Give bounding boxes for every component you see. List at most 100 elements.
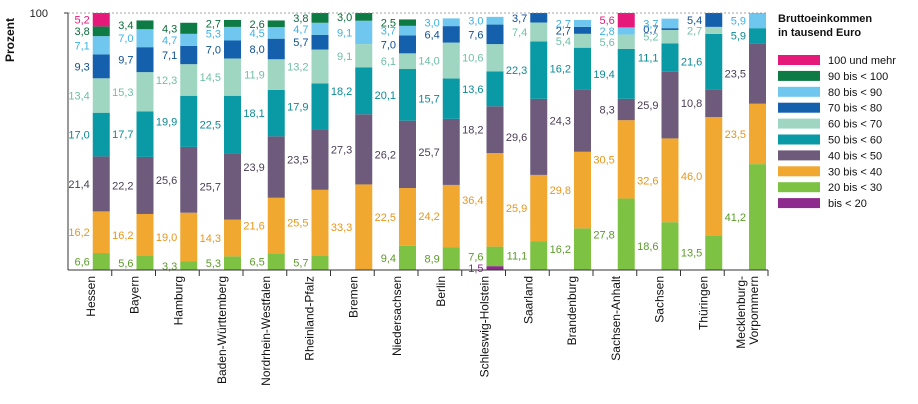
data-label: 20,1	[375, 90, 396, 102]
data-label: 27,8	[593, 229, 614, 241]
data-label: 2,7	[556, 25, 571, 37]
data-label: 2,8	[599, 26, 614, 38]
bar-segment	[530, 22, 548, 42]
y-axis-label: Prozent	[3, 18, 17, 62]
legend-swatch	[778, 166, 820, 177]
bar-segment	[530, 174, 548, 242]
bar-segment	[92, 253, 110, 270]
data-label: 4,3	[162, 23, 177, 35]
data-label: 13,2	[287, 61, 308, 73]
data-label: 1,5	[468, 263, 483, 275]
bar-segment	[267, 197, 285, 254]
data-label: 11,1	[638, 53, 659, 65]
legend-swatch	[778, 102, 820, 113]
data-label: 25,9	[637, 100, 658, 112]
data-label: 3,7	[381, 26, 396, 38]
data-label: 32,6	[637, 175, 658, 187]
bar-segment	[749, 103, 766, 165]
data-label: 5,9	[731, 16, 746, 28]
data-label: 36,4	[462, 195, 483, 207]
category-label: Bremen	[346, 276, 360, 318]
data-label: 7,1	[162, 50, 177, 62]
data-label: 33,3	[331, 222, 352, 234]
legend-entry: 80 bis < 90	[828, 87, 882, 99]
bar-segment	[399, 35, 416, 54]
data-label: 23,5	[725, 69, 746, 81]
legend-swatch	[778, 55, 820, 65]
data-label: 3,3	[162, 261, 177, 273]
data-label: 18,6	[637, 241, 658, 253]
legend-entry: 20 bis < 30	[828, 182, 882, 194]
data-label: 9,1	[337, 27, 352, 39]
bar-segment	[749, 43, 766, 104]
bar-segment	[617, 120, 635, 199]
category-label: Niedersachsen	[390, 276, 404, 356]
bar-segment	[136, 156, 154, 214]
bar-segment	[224, 95, 241, 154]
data-label: 3,7	[512, 13, 527, 25]
bar-segment	[311, 49, 329, 84]
data-label: 5,6	[599, 15, 614, 27]
bar-segment	[267, 89, 285, 137]
data-label: 5,7	[293, 258, 308, 270]
bar-segment	[92, 36, 110, 55]
data-label: 14,5	[200, 72, 221, 84]
bar-segment	[224, 40, 241, 59]
data-label: 3,4	[118, 20, 133, 32]
bar-segment	[574, 33, 591, 48]
data-label: 25,5	[287, 218, 308, 230]
bar-segment	[92, 13, 110, 27]
data-label: 22,2	[112, 180, 133, 192]
legend-entry: 100 und mehr	[828, 55, 896, 67]
data-label: 15,7	[418, 94, 439, 106]
bar-segment	[574, 47, 591, 90]
legend-swatch	[778, 86, 820, 97]
data-label: 25,7	[418, 147, 439, 159]
bar-segment	[180, 95, 198, 147]
bar-segment	[136, 213, 154, 256]
bar-segment	[136, 111, 154, 157]
bar-segment	[136, 20, 154, 30]
bar-segment	[749, 164, 766, 270]
category-label: Baden-Württemberg	[215, 276, 229, 384]
data-label: 25,7	[200, 182, 221, 194]
bar-segment	[180, 22, 198, 34]
data-label: 8,0	[249, 44, 264, 56]
data-label: 16,2	[112, 230, 133, 242]
data-label: 18,2	[331, 86, 352, 98]
data-label: 5,6	[118, 258, 133, 270]
data-label: 10,8	[681, 98, 702, 110]
data-label: 10,6	[462, 53, 483, 65]
data-label: 22,3	[506, 65, 527, 77]
bar-segment	[267, 27, 285, 39]
bar-segment	[224, 26, 241, 41]
y-tick-label: 100	[30, 8, 48, 20]
data-label: 7,0	[206, 44, 221, 56]
legend-entry: 90 bis < 100	[828, 71, 888, 83]
legend-swatch	[778, 134, 820, 145]
data-label: 24,2	[418, 211, 439, 223]
category-label: Thüringen	[696, 276, 710, 330]
bar-segment	[224, 256, 241, 270]
data-label: 22,5	[200, 120, 221, 132]
data-label: 27,3	[331, 144, 352, 156]
data-label: 14,0	[418, 56, 439, 68]
legend-entry: 50 bis < 60	[828, 135, 882, 147]
category-label: Sachsen-Anhalt	[609, 275, 623, 360]
bar-segment	[267, 20, 285, 28]
data-label: 13,5	[681, 248, 702, 260]
data-label: 5,7	[293, 37, 308, 49]
legend-title: Bruttoeinkommen	[778, 13, 872, 25]
bar-segment	[661, 29, 679, 44]
data-label: 21,4	[68, 179, 89, 191]
bar-segment	[355, 184, 373, 270]
bar-segment	[180, 261, 198, 270]
bar-segment	[617, 13, 635, 28]
bar-segment	[92, 211, 110, 254]
bar-segment	[486, 71, 504, 107]
data-label: 16,2	[550, 64, 571, 76]
bar-segment	[574, 19, 591, 27]
legend-entry: 60 bis < 70	[828, 119, 882, 131]
legend: Bruttoeinkommen in tausend Euro 100 und me…	[778, 13, 896, 210]
